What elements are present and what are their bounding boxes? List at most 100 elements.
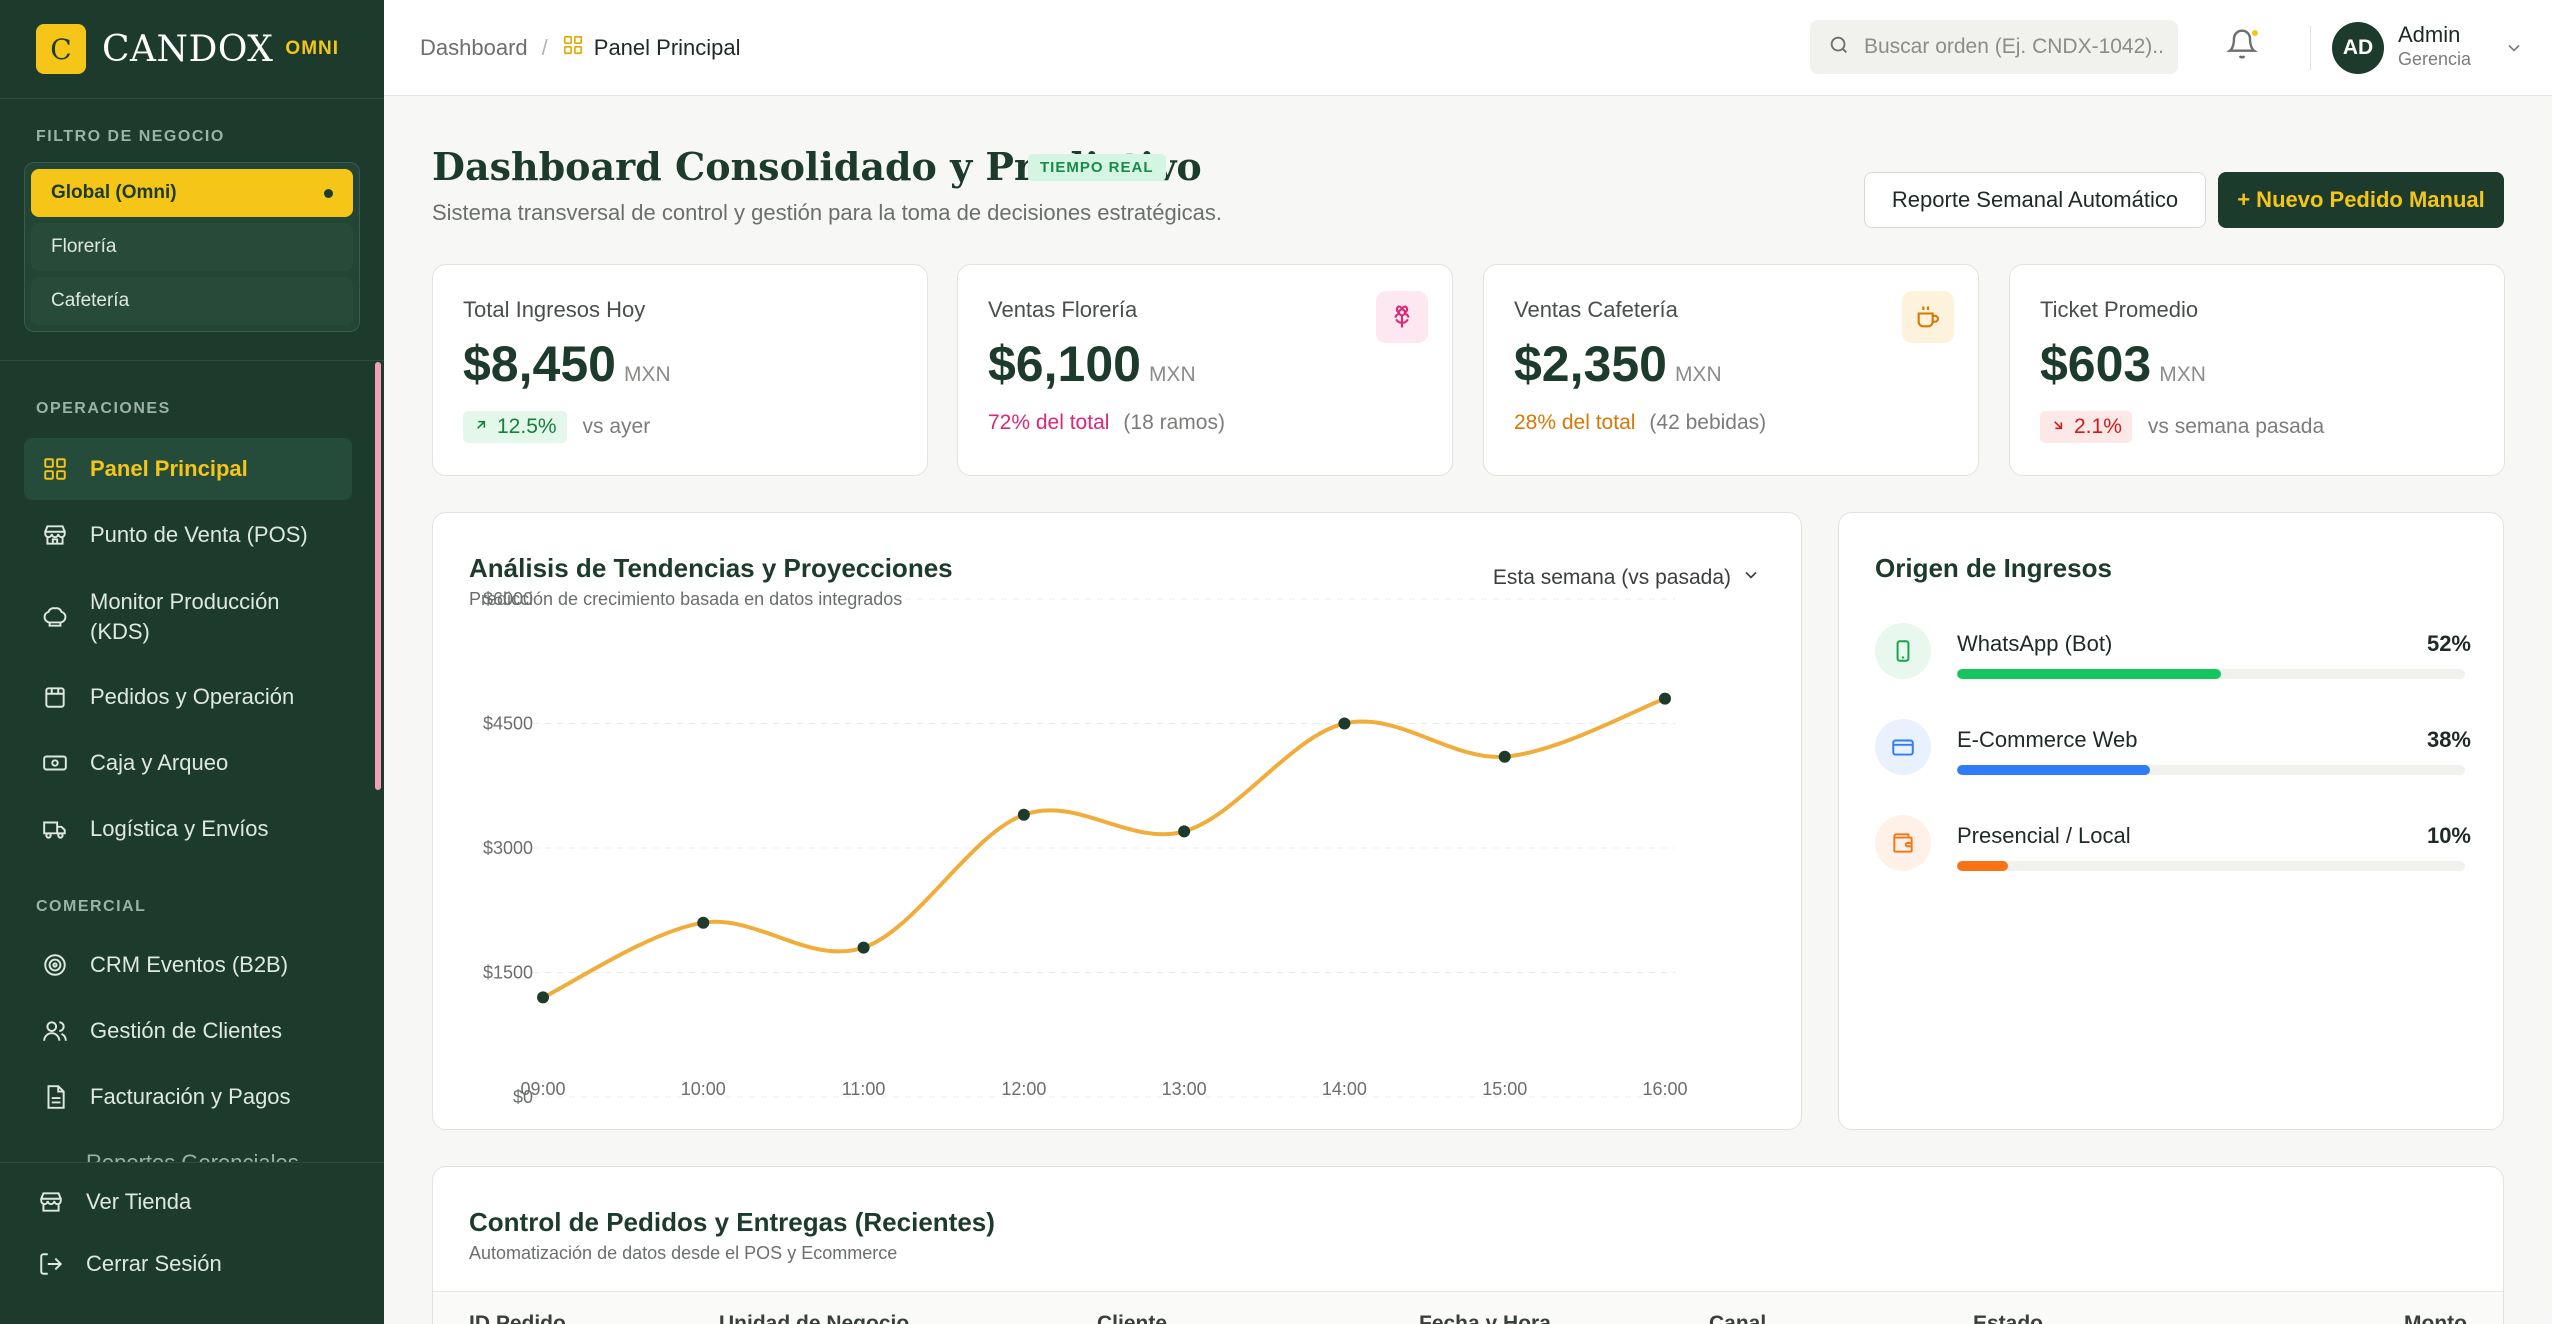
y-tick-label: $1500	[483, 963, 533, 983]
nav-label: Pedidos y Operación	[90, 684, 295, 709]
x-tick-label: 12:00	[1001, 1079, 1046, 1099]
nav-ver-tienda[interactable]: Ver Tienda	[20, 1171, 348, 1233]
origin-bar-fill	[1957, 765, 2151, 775]
user-name[interactable]: Admin	[2398, 22, 2461, 47]
nav-label: Ver Tienda	[86, 1189, 192, 1214]
data-point[interactable]	[1017, 808, 1030, 821]
col-id[interactable]: ID Pedido	[469, 1312, 566, 1324]
nav-label: Logística y Envíos	[90, 816, 269, 841]
y-tick-label: $4500	[483, 714, 533, 734]
filter-floreria[interactable]: Florería	[31, 223, 353, 271]
data-point[interactable]	[697, 916, 710, 929]
nav-logistica[interactable]: Logística y Envíos	[24, 798, 352, 860]
nav-facturacion[interactable]: Facturación y Pagos	[24, 1066, 352, 1128]
trend-note: vs ayer	[582, 415, 651, 438]
notification-dot	[2250, 28, 2260, 38]
kpi-share: 28% del total	[1514, 411, 1636, 434]
data-point[interactable]	[1498, 750, 1511, 763]
col-canal[interactable]: Canal	[1709, 1312, 1767, 1324]
weekly-report-button[interactable]: Reporte Semanal Automático	[1864, 172, 2206, 228]
kpi-footer: 2.1% vs semana pasada	[2040, 411, 2324, 443]
clipboard-icon	[42, 684, 68, 710]
arrow-up-right-icon	[473, 415, 497, 439]
trend-card: $0 $1500 $3000 $4500 $6000 09:00 10:00 11:00 12:…	[432, 512, 1802, 1130]
kpi-total-ingresos: Total Ingresos Hoy $8,450 MXN 12.5% vs ay…	[432, 264, 928, 476]
origin-bar-fill	[1957, 669, 2222, 679]
origin-name: WhatsApp (Bot)	[1957, 631, 2113, 656]
breadcrumb: Dashboard / Panel Principal	[420, 34, 741, 62]
breadcrumb-separator: /	[541, 35, 548, 60]
nav-label: Punto de Venta (POS)	[90, 522, 308, 547]
col-monto[interactable]: Monto	[2404, 1312, 2467, 1324]
kpi-label: Ticket Promedio	[2040, 297, 2199, 322]
nav-label: CRM Eventos (B2B)	[90, 952, 289, 977]
kpi-label: Ventas Florería	[988, 297, 1138, 322]
nav-cerrar-sesion[interactable]: Cerrar Sesión	[20, 1233, 348, 1295]
target-icon	[42, 952, 68, 978]
sidebar-scrollbar[interactable]	[375, 362, 381, 790]
nav-panel-principal[interactable]: Panel Principal	[24, 438, 352, 500]
kpi-amount: $603	[2040, 336, 2152, 392]
data-point[interactable]	[857, 941, 870, 954]
kpi-note: (18 ramos)	[1123, 411, 1225, 434]
breadcrumb-current-label: Panel Principal	[593, 35, 741, 60]
filter-global[interactable]: Global (Omni)	[31, 169, 353, 217]
col-unidad[interactable]: Unidad de Negocio	[719, 1312, 910, 1324]
data-point[interactable]	[1659, 692, 1671, 705]
kpi-currency: MXN	[623, 363, 671, 386]
x-tick-label: 13:00	[1162, 1079, 1207, 1099]
brand-name: CANDOX	[102, 28, 274, 70]
col-fecha[interactable]: Fecha y Hora	[1419, 1312, 1551, 1324]
breadcrumb-root[interactable]: Dashboard	[420, 35, 528, 60]
operations-section-label: OPERACIONES	[36, 400, 171, 417]
origin-card: Origen de Ingresos WhatsApp (Bot) 52% E-…	[1838, 512, 2504, 1130]
data-point[interactable]	[537, 991, 549, 1004]
nav-label: Gestión de Clientes	[90, 1018, 282, 1043]
kpi-ticket-promedio: Ticket Promedio $603 MXN 2.1% vs semana p…	[2009, 264, 2505, 476]
kpi-footer: 12.5% vs ayer	[463, 411, 650, 443]
nav-pos[interactable]: Punto de Venta (POS)	[24, 504, 352, 566]
avatar[interactable]: AD	[2332, 22, 2384, 74]
phone-icon	[1875, 623, 1931, 679]
nav-kds[interactable]: Monitor Producción (KDS)	[24, 580, 352, 654]
data-point[interactable]	[1338, 717, 1351, 730]
kpi-label: Total Ingresos Hoy	[463, 297, 646, 322]
nav-clientes[interactable]: Gestión de Clientes	[24, 1000, 352, 1062]
nav-pedidos[interactable]: Pedidos y Operación	[24, 666, 352, 728]
wallet-icon	[1875, 815, 1931, 871]
col-estado[interactable]: Estado	[1973, 1312, 2044, 1324]
nav-crm[interactable]: CRM Eventos (B2B)	[24, 934, 352, 996]
user-menu-chevron[interactable]	[2504, 38, 2524, 63]
data-point[interactable]	[1178, 825, 1191, 838]
origin-bar-track	[1957, 765, 2465, 775]
kpi-footer: 28% del total (42 bebidas)	[1514, 411, 1766, 435]
brand[interactable]: C CANDOX OMNI	[36, 24, 339, 74]
bell-icon	[2226, 29, 2258, 64]
page-subtitle: Sistema transversal de control y gestión…	[432, 200, 1222, 225]
card-icon	[1875, 719, 1931, 775]
x-tick-label: 16:00	[1642, 1079, 1687, 1099]
nav-caja[interactable]: Caja y Arqueo	[24, 732, 352, 794]
y-tick-label: $6000	[483, 589, 533, 609]
search-input[interactable]	[1864, 35, 2164, 59]
brand-tag: OMNI	[285, 38, 340, 59]
kpi-footer: 72% del total (18 ramos)	[988, 411, 1225, 435]
coffee-icon	[1902, 291, 1954, 343]
orders-title: Control de Pedidos y Entregas (Recientes…	[469, 1207, 995, 1237]
user-role: Gerencia	[2398, 49, 2472, 69]
kpi-amount: $2,350	[1514, 336, 1667, 392]
x-tick-label: 15:00	[1482, 1079, 1527, 1099]
origin-percent: 52%	[2426, 631, 2471, 656]
notifications-button[interactable]	[2226, 28, 2262, 64]
nav-label: Caja y Arqueo	[90, 750, 229, 775]
trend-chart: $0 $1500 $3000 $4500 $6000 09:00 10:00 11:00 12:…	[483, 589, 1688, 1107]
filter-cafeteria[interactable]: Cafetería	[31, 277, 353, 325]
filter-label: Florería	[51, 236, 117, 257]
new-order-button[interactable]: + Nuevo Pedido Manual	[2218, 172, 2504, 228]
period-select[interactable]: Esta semana (vs pasada)	[1493, 565, 1761, 591]
kpi-value: $6,100 MXN	[988, 335, 1196, 393]
kpi-value: $8,450 MXN	[463, 335, 671, 393]
origin-row-presencial: Presencial / Local 10%	[1875, 815, 2471, 875]
col-cliente[interactable]: Cliente	[1097, 1312, 1168, 1324]
breadcrumb-current: Panel Principal	[562, 34, 741, 62]
